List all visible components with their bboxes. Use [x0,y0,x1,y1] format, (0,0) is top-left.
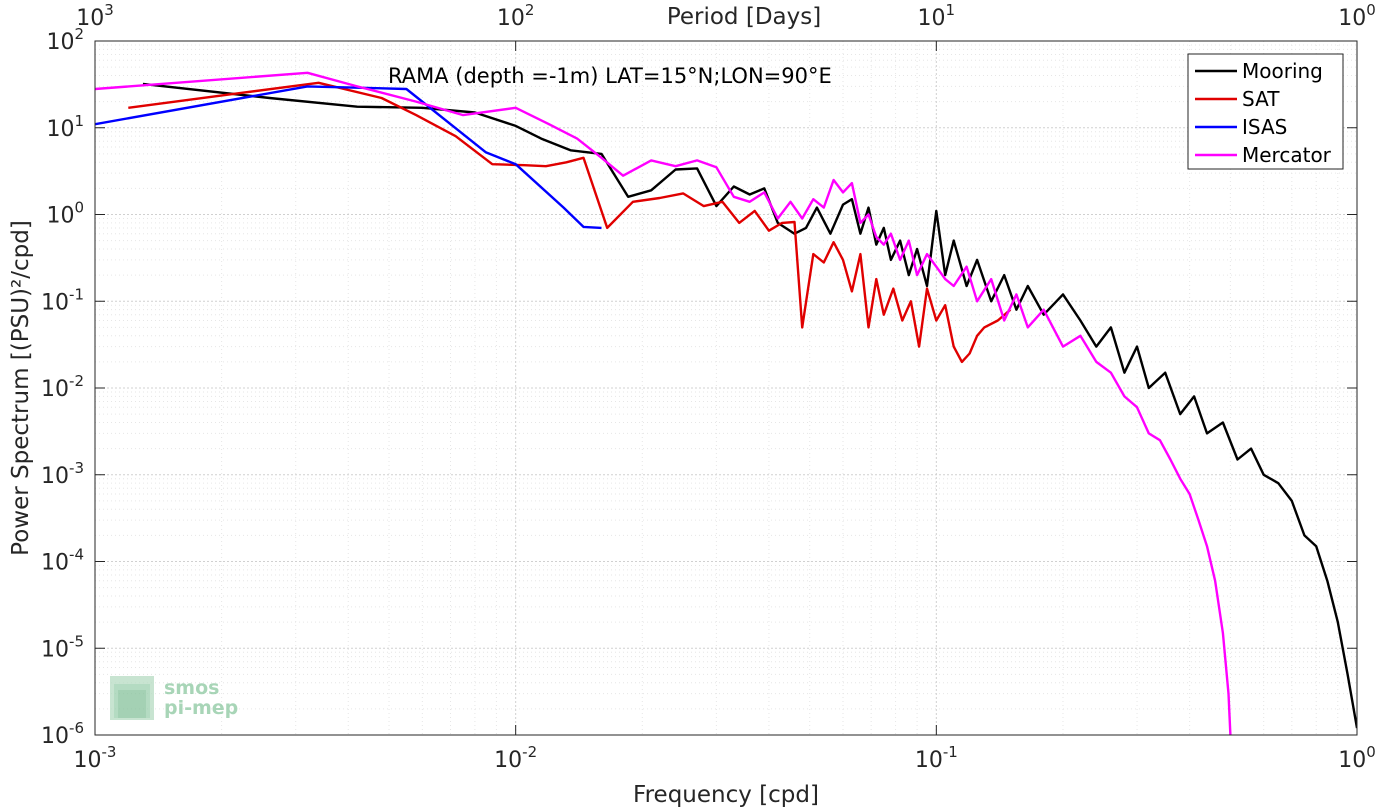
x-tick-label: 100 [1338,743,1376,773]
legend-label-sat: SAT [1242,87,1280,111]
top-tick-label: 103 [76,1,114,31]
top-tick-label: 101 [918,1,956,31]
plot-area [95,41,1357,735]
legend-label-mercator: Mercator [1242,143,1332,167]
watermark-line1: smos [164,677,219,699]
legend-label-mooring: Mooring [1242,59,1323,83]
legend-box [1187,53,1344,170]
x-tick-label: 10-1 [915,743,958,773]
smos-pi-mep-watermark: smos pi-mep [110,676,238,720]
y-tick-label: 10-1 [41,285,84,315]
series-line-isas [95,85,602,230]
series-layer [95,71,1357,735]
series-line-mooring [142,82,1357,729]
y-tick-label: 10-6 [41,719,84,749]
y-tick-label: 100 [46,199,84,229]
series-line-sat [128,81,1012,364]
x-tick-label: 10-3 [74,743,117,773]
legend: Mooring SAT ISAS Mercator [1187,53,1344,170]
top-tick-label: 100 [1338,1,1376,31]
y-tick-label: 101 [46,112,84,142]
watermark-line2: pi-mep [164,697,238,719]
chart-annotation: RAMA (depth =-1m) LAT=15°N;LON=90°E [388,64,832,88]
y-axis-label: Power Spectrum [(PSU)²/cpd] [8,220,34,556]
top-axis-label: Period [Days] [667,4,821,30]
y-tick-label: 10-5 [41,632,84,662]
series-line-mercator [95,71,1232,735]
y-tick-label: 102 [46,25,84,55]
y-tick-label: 10-2 [41,372,84,402]
top-tick-label: 102 [497,1,535,31]
y-tick-label: 10-3 [41,459,84,489]
x-axis-label: Frequency [cpd] [633,782,819,808]
y-tick-label: 10-4 [41,546,84,576]
x-tick-label: 10-2 [494,743,537,773]
legend-label-isas: ISAS [1242,115,1287,139]
